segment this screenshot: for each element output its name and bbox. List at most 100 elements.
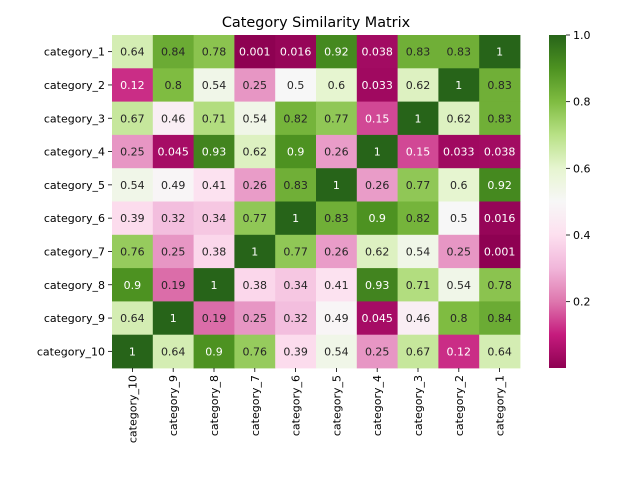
cell-value-label: 0.39 bbox=[120, 212, 145, 225]
heatmap-cell bbox=[193, 168, 235, 202]
cell-value-label: 0.46 bbox=[406, 312, 431, 325]
colorbar-tick-label: 0.6 bbox=[573, 162, 591, 175]
heatmap-cell bbox=[275, 35, 317, 69]
colorbar-tick-label: 0.8 bbox=[573, 96, 591, 109]
heatmap-cell bbox=[234, 301, 276, 336]
cell-value-label: 1 bbox=[374, 146, 381, 159]
heatmap-cell bbox=[438, 101, 480, 136]
heatmap-cell bbox=[234, 35, 276, 69]
heatmap-cell bbox=[438, 268, 480, 302]
cell-value-label: 0.9 bbox=[368, 212, 386, 225]
heatmap-cell bbox=[438, 234, 480, 269]
cell-value-label: 0.001 bbox=[239, 46, 271, 59]
cell-value-label: 0.41 bbox=[324, 279, 349, 292]
cell-value-label: 1 bbox=[292, 212, 299, 225]
y-tick-label: category_3 bbox=[44, 112, 105, 125]
heatmap-cell bbox=[193, 101, 235, 136]
cell-value-label: 1 bbox=[251, 245, 258, 258]
heatmap-cell bbox=[479, 101, 521, 136]
cell-value-label: 0.77 bbox=[243, 212, 268, 225]
heatmap-cell bbox=[193, 301, 235, 336]
heatmap-cell bbox=[112, 201, 154, 236]
cell-value-label: 0.64 bbox=[487, 345, 512, 358]
cell-value-label: 0.38 bbox=[202, 245, 227, 258]
cell-value-label: 0.62 bbox=[243, 146, 268, 159]
heatmap-cell bbox=[438, 35, 480, 69]
cell-value-label: 0.54 bbox=[243, 112, 268, 125]
cell-value-label: 0.78 bbox=[202, 46, 227, 59]
heatmap-cell bbox=[397, 168, 439, 202]
heatmap-cell bbox=[112, 101, 154, 136]
cell-value-label: 0.25 bbox=[447, 245, 472, 258]
y-tick-label: category_7 bbox=[44, 245, 105, 258]
cell-value-label: 0.016 bbox=[280, 46, 312, 59]
heatmap-cell bbox=[356, 234, 398, 269]
cell-value-label: 0.83 bbox=[324, 212, 349, 225]
cell-value-label: 0.76 bbox=[120, 245, 145, 258]
heatmap-cell bbox=[397, 134, 439, 169]
heatmap-cell bbox=[438, 201, 480, 236]
y-tick-label: category_1 bbox=[44, 46, 105, 59]
cell-value-label: 0.19 bbox=[202, 312, 227, 325]
cell-value-label: 0.71 bbox=[406, 279, 431, 292]
heatmap-cell bbox=[356, 35, 398, 69]
cell-value-label: 0.54 bbox=[120, 179, 145, 192]
heatmap-cell bbox=[397, 334, 439, 369]
y-tick-label: category_8 bbox=[44, 279, 105, 292]
heatmap-cell bbox=[356, 68, 398, 102]
cell-value-label: 0.38 bbox=[243, 279, 268, 292]
cell-value-label: 0.82 bbox=[283, 112, 308, 125]
heatmap-cell bbox=[356, 334, 398, 369]
heatmap-cell bbox=[397, 301, 439, 336]
cell-value-label: 0.49 bbox=[324, 312, 349, 325]
cell-value-label: 0.62 bbox=[365, 245, 390, 258]
heatmap-cell bbox=[112, 301, 154, 336]
x-axis-ticks: category_10 category_9 category_8 category_… bbox=[126, 368, 507, 443]
heatmap-cell bbox=[112, 35, 154, 69]
cell-value-label: 0.64 bbox=[161, 345, 186, 358]
heatmap-cell bbox=[193, 68, 235, 102]
heatmap-cell bbox=[234, 234, 276, 269]
y-tick-label: category_4 bbox=[44, 146, 105, 159]
cell-value-label: 0.34 bbox=[283, 279, 308, 292]
cell-value-label: 1 bbox=[496, 46, 503, 59]
cell-value-label: 0.25 bbox=[243, 79, 268, 92]
heatmap-cell bbox=[152, 201, 194, 236]
heatmap-cell bbox=[234, 268, 276, 302]
cell-value-label: 0.038 bbox=[361, 46, 393, 59]
x-tick-label: category_3 bbox=[412, 375, 425, 436]
cell-value-label: 0.92 bbox=[487, 179, 512, 192]
heatmap-cell bbox=[356, 168, 398, 202]
cell-value-label: 0.77 bbox=[324, 112, 349, 125]
cell-value-label: 1 bbox=[415, 112, 422, 125]
colorbar-tick-label: 1.0 bbox=[573, 29, 591, 42]
heatmap-cell bbox=[397, 234, 439, 269]
cell-value-label: 0.34 bbox=[202, 212, 227, 225]
cell-value-label: 0.39 bbox=[283, 345, 308, 358]
heatmap-cell bbox=[316, 234, 358, 269]
heatmap-cell bbox=[397, 201, 439, 236]
cell-value-label: 0.12 bbox=[120, 79, 145, 92]
heatmap-cell bbox=[193, 268, 235, 302]
heatmap-cell bbox=[275, 268, 317, 302]
cell-value-label: 0.32 bbox=[283, 312, 308, 325]
heatmap-cell bbox=[112, 68, 154, 102]
cell-value-label: 0.83 bbox=[487, 112, 512, 125]
cell-value-label: 0.41 bbox=[202, 179, 227, 192]
heatmap-cell bbox=[275, 234, 317, 269]
heatmap-cell bbox=[479, 234, 521, 269]
colorbar-tick-label: 0.2 bbox=[573, 296, 591, 309]
cell-value-label: 0.12 bbox=[447, 345, 472, 358]
heatmap-cell bbox=[316, 334, 358, 369]
heatmap-cell bbox=[152, 35, 194, 69]
heatmap-cell bbox=[397, 101, 439, 136]
cell-value-label: 0.25 bbox=[365, 345, 390, 358]
x-tick-label: category_5 bbox=[330, 375, 343, 436]
cell-value-label: 0.9 bbox=[205, 345, 223, 358]
heatmap-cell bbox=[112, 168, 154, 202]
heatmap-cell-labels: 0.64 0.84 0.78 0.001 0.016 0.92 0.038 0.83 0.83 1… bbox=[120, 46, 515, 359]
cell-value-label: 0.9 bbox=[124, 279, 142, 292]
heatmap-cell bbox=[438, 334, 480, 369]
cell-value-label: 0.71 bbox=[202, 112, 227, 125]
